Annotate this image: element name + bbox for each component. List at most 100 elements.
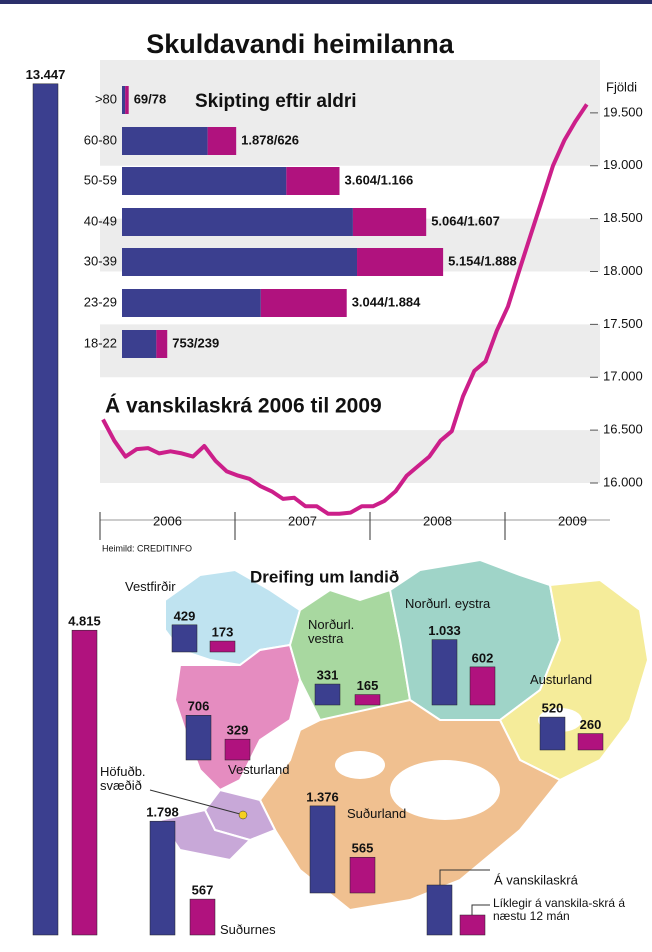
- y-axis-label: Fjöldi: [606, 79, 637, 94]
- bar-segment: [122, 127, 208, 155]
- region-name: Vesturland: [228, 763, 290, 777]
- map-title: Dreifing um landið: [250, 567, 399, 586]
- bar-segment: [357, 248, 444, 276]
- legend-pointer: [471, 904, 490, 915]
- bar-segment: [260, 289, 347, 317]
- region-bar: [209, 640, 236, 653]
- category-label: 23-29: [84, 294, 117, 309]
- band: [100, 377, 600, 431]
- value-label: 1.878/626: [241, 132, 299, 147]
- top-border: [0, 0, 652, 4]
- bar-segment: [125, 86, 129, 114]
- region-name: Suðurnes: [220, 923, 276, 937]
- category-label: 30-39: [84, 253, 117, 268]
- region-name-box: Suðurland: [347, 807, 407, 821]
- bar-segment: [122, 167, 287, 195]
- region-value-label: 429: [174, 608, 196, 623]
- map: [149, 558, 650, 915]
- region-bar: [309, 805, 336, 894]
- bar-segment: [352, 208, 427, 236]
- category-label: 50-59: [84, 172, 117, 187]
- region-sudurnes: [158, 808, 252, 862]
- region-name-box: Vesturland: [228, 763, 290, 777]
- region-value-label: 260: [580, 717, 602, 732]
- region-value-label: 602: [472, 650, 494, 665]
- x-tick-label: 2009: [558, 513, 587, 528]
- region-bar: [185, 715, 212, 761]
- glacier: [390, 760, 500, 820]
- region-value-label: 13.447: [26, 67, 66, 82]
- x-tick-label: 2008: [423, 513, 452, 528]
- region-value-label: 173: [212, 624, 234, 639]
- y-tick-label: 18.500: [603, 210, 643, 225]
- region-value-label: 4.815: [68, 614, 101, 629]
- legend-swatch: [426, 884, 453, 936]
- pointer-dot: [238, 810, 248, 820]
- legend-label: Á vanskilaskrá: [494, 872, 579, 887]
- bar-segment: [122, 248, 358, 276]
- bar-segment: [207, 127, 237, 155]
- region-value-label: 567: [192, 883, 214, 898]
- bar-segment: [122, 289, 261, 317]
- region-bar: [149, 820, 176, 936]
- x-tick-label: 2007: [288, 513, 317, 528]
- value-label: 3.044/1.884: [352, 294, 421, 309]
- region-value-label: 1.033: [428, 623, 461, 638]
- region-bar: [32, 83, 59, 936]
- region-value-label: 329: [227, 723, 249, 738]
- region-bar: [71, 629, 98, 936]
- region-bar: [349, 856, 376, 894]
- category-label: >80: [95, 91, 117, 106]
- source: Heimild: CREDITINFO: [102, 543, 192, 553]
- region-name: Norðurl. eystra: [405, 597, 491, 611]
- region-value-label: 1.376: [306, 789, 339, 804]
- region-name: Suðurland: [347, 807, 407, 821]
- value-label: 3.604/1.166: [345, 172, 414, 187]
- value-label: 69/78: [134, 91, 167, 106]
- region-bar: [354, 694, 381, 706]
- category-label: 40-49: [84, 213, 117, 228]
- region-name: Austurland: [530, 673, 593, 687]
- region-name-box: Vestfirðir: [125, 580, 176, 594]
- region-bar: [189, 898, 216, 936]
- y-tick-label: 17.000: [603, 369, 643, 384]
- legend-label-box: Líklegir á vanskila-skrá á næstu 12 mán: [493, 897, 626, 923]
- main-title: Skuldavandi heimilanna: [146, 29, 455, 59]
- bar-segment: [286, 167, 340, 195]
- y-tick-label: 19.500: [603, 104, 643, 119]
- category-label: 18-22: [84, 335, 117, 350]
- region-bar: [314, 683, 341, 706]
- region-name-box: Norðurl. vestra: [308, 618, 355, 646]
- bar-title: Skipting eftir aldri: [195, 91, 357, 112]
- region-austurland: [498, 578, 650, 782]
- region-bar: [469, 666, 496, 706]
- region-bar: [224, 738, 251, 761]
- region-name-box: Suðurnes: [220, 923, 276, 937]
- region-bar: [577, 733, 604, 751]
- region-name: Norðurl. vestra: [308, 618, 355, 646]
- line-title: Á vanskilaskrá 2006 til 2009: [105, 395, 382, 418]
- bar-segment: [122, 208, 353, 236]
- region-name-box: Norðurl. eystra: [405, 597, 491, 611]
- region-bar: [171, 624, 198, 653]
- region-value-label: 565: [352, 841, 374, 856]
- line: [101, 103, 589, 516]
- bar-segment: [122, 330, 157, 358]
- region-value-label: 165: [357, 678, 379, 693]
- legend-swatch: [459, 914, 486, 936]
- pointer-line: [149, 789, 241, 815]
- legend-pointer: [439, 869, 490, 885]
- y-tick-label: 16.500: [603, 422, 643, 437]
- glacier: [335, 751, 385, 779]
- region-value-label: 1.798: [146, 805, 179, 820]
- region-name-box: Austurland: [530, 673, 593, 687]
- y-tick-label: 19.000: [603, 157, 643, 172]
- region-name-box: Höfuðb. svæðið: [100, 765, 146, 793]
- region-name: Vestfirðir: [125, 580, 176, 594]
- y-tick-label: 18.000: [603, 263, 643, 278]
- y-tick-label: 17.500: [603, 316, 643, 331]
- legend-label: Líklegir á vanskila-skrá á næstu 12 mán: [493, 897, 626, 923]
- region-nordurl-vestra: [288, 588, 412, 721]
- x-tick-label: 2006: [153, 513, 182, 528]
- value-label: 753/239: [172, 335, 219, 350]
